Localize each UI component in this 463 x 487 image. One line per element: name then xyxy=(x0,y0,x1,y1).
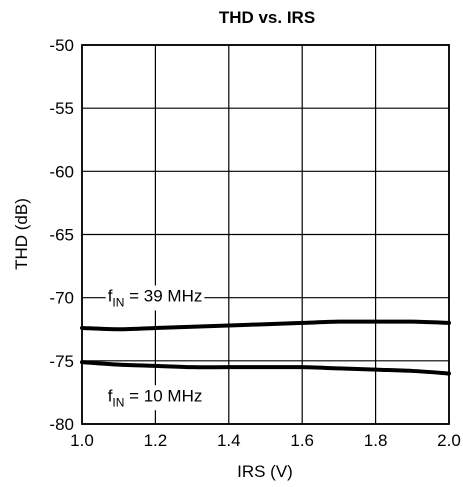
y-tick-label: -65 xyxy=(49,226,74,245)
series-label-1: fIN = 10 MHz xyxy=(108,386,203,409)
series-label-subscript: IN xyxy=(112,395,124,409)
series-label-subscript: IN xyxy=(112,295,124,309)
y-tick-label: -55 xyxy=(49,99,74,118)
series-line-1 xyxy=(80,360,451,376)
y-tick-label: -75 xyxy=(49,352,74,371)
series-line-0 xyxy=(80,319,451,332)
x-axis-label: IRS (V) xyxy=(237,462,293,481)
y-tick-label: -80 xyxy=(49,415,74,434)
y-axis-label: THD (dB) xyxy=(12,198,31,270)
x-tick-label: 1.2 xyxy=(144,431,168,450)
y-tick-label: -60 xyxy=(49,162,74,181)
y-tick-label: -50 xyxy=(49,36,74,55)
x-tick-label: 1.6 xyxy=(290,431,314,450)
x-tick-label: 2.0 xyxy=(437,431,461,450)
series-label-0: fIN = 39 MHz xyxy=(108,286,203,309)
series-label-value: = 10 MHz xyxy=(124,386,202,405)
series-label-symbol: f xyxy=(108,286,113,305)
chart-title: THD vs. IRS xyxy=(219,8,315,27)
y-tick-labels: -50 -55 -60 -65 -70 -75 -80 xyxy=(49,36,74,434)
series-label-background xyxy=(105,385,205,411)
series-label-symbol: f xyxy=(108,386,113,405)
x-tick-label: 1.8 xyxy=(364,431,388,450)
x-tick-label: 1.4 xyxy=(217,431,241,450)
x-tick-label: 1.0 xyxy=(70,431,94,450)
series-group xyxy=(80,319,451,376)
y-tick-label: -70 xyxy=(49,289,74,308)
series-label-value: = 39 MHz xyxy=(124,286,202,305)
x-tick-labels: 1.0 1.2 1.4 1.6 1.8 2.0 xyxy=(70,431,461,450)
plot-frame xyxy=(81,44,450,425)
series-label-background xyxy=(105,285,205,311)
